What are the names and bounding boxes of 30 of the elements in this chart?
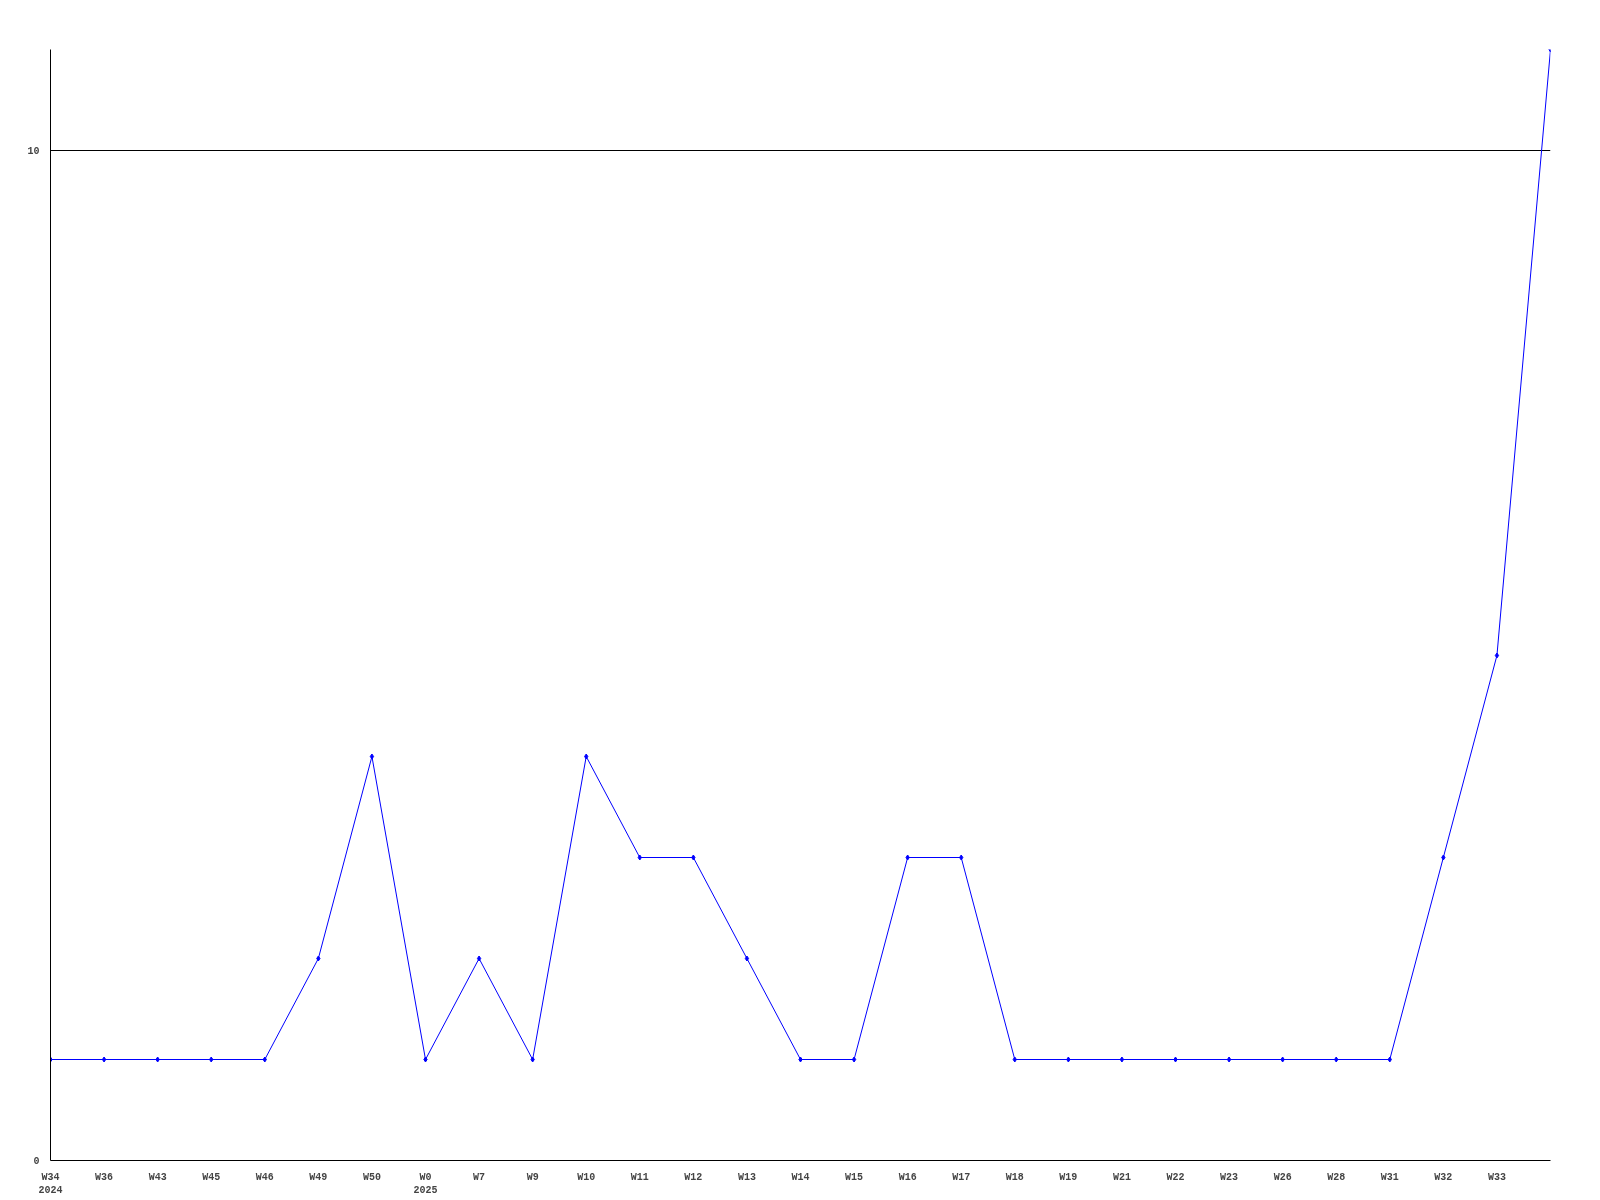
x-tick-label: W9	[526, 1171, 539, 1183]
x-tick-label: W10	[577, 1171, 596, 1183]
x-tick-label: W16	[898, 1171, 917, 1183]
x-tick-label: W34 2024	[38, 1171, 63, 1196]
x-tick-label: W7	[473, 1171, 486, 1183]
x-tick-label: W18	[1005, 1171, 1024, 1183]
x-tick-label: W21	[1112, 1171, 1131, 1183]
x-tick-label: W0 2025	[413, 1171, 438, 1196]
x-tick-label: W32	[1434, 1171, 1453, 1183]
x-tick-label: W49	[309, 1171, 328, 1183]
x-tick-label: W22	[1166, 1171, 1185, 1183]
x-tick-label: W14	[791, 1171, 810, 1183]
x-tick-label: W45	[202, 1171, 221, 1183]
x-tick-label: W13	[737, 1171, 756, 1183]
x-tick-label: W26	[1273, 1171, 1292, 1183]
x-tick-label: W17	[952, 1171, 971, 1183]
x-tick-label: W31	[1380, 1171, 1399, 1183]
x-tick-label: W33	[1487, 1171, 1506, 1183]
x-tick-label: W46	[255, 1171, 274, 1183]
x-tick-label: W43	[148, 1171, 167, 1183]
x-tick-label: W50	[362, 1171, 381, 1183]
y-tick-label: 0	[33, 1156, 40, 1167]
x-tick-label: W19	[1059, 1171, 1078, 1183]
x-tick-label: W11	[630, 1171, 649, 1183]
x-tick-label: W23	[1220, 1171, 1239, 1183]
x-tick-label: W15	[845, 1171, 864, 1183]
x-tick-label: W12	[684, 1171, 703, 1183]
x-tick-label: W28	[1327, 1171, 1346, 1183]
y-tick-label: 10	[27, 146, 40, 157]
x-tick-label: W36	[95, 1171, 114, 1183]
